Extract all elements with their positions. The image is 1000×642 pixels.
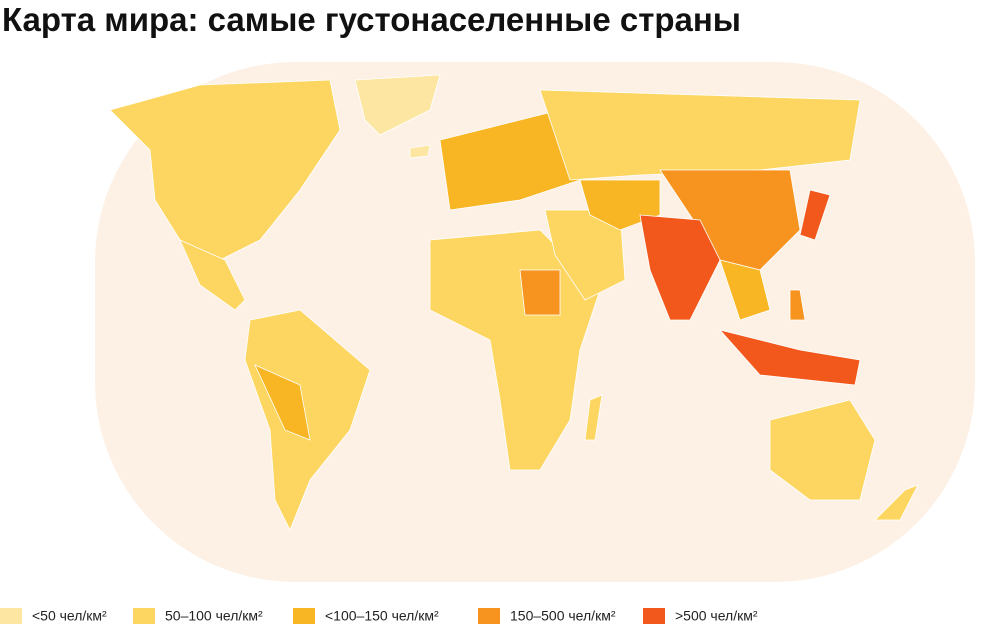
legend-swatch	[133, 608, 155, 624]
country-region	[354, 74, 441, 136]
country-region	[109, 79, 341, 261]
country-region	[769, 399, 876, 501]
legend-label: 150–500 чел/км²	[510, 608, 616, 624]
country-region	[719, 259, 771, 321]
country-region	[439, 109, 581, 211]
country-region	[799, 189, 831, 241]
country-region	[718, 329, 861, 386]
country-region	[579, 179, 661, 231]
legend-swatch	[643, 608, 665, 624]
country-region	[789, 289, 806, 321]
country-region	[519, 269, 561, 316]
legend-label: >500 чел/км²	[675, 608, 758, 624]
legend-label: 50–100 чел/км²	[165, 608, 263, 624]
country-region	[179, 239, 246, 311]
legend-label: <50 чел/км²	[32, 608, 107, 624]
legend-swatch	[293, 608, 315, 624]
country-region	[584, 394, 603, 441]
legend: <50 чел/км² 50–100 чел/км² <100–150 чел/км…	[0, 608, 758, 624]
country-region	[409, 144, 431, 159]
country-region	[254, 364, 311, 441]
map	[109, 74, 919, 531]
country-region	[244, 309, 371, 531]
legend-label: <100–150 чел/км²	[325, 608, 439, 624]
country-region	[639, 214, 721, 321]
title: Карта мира: самые густонаселенные страны	[2, 1, 741, 38]
country-region	[874, 484, 919, 521]
legend-swatch	[478, 608, 500, 624]
legend-swatch	[0, 608, 22, 624]
